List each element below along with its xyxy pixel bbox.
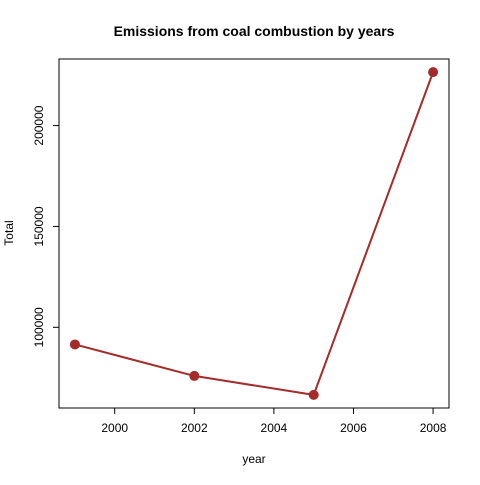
x-tick-label-2000: 2000 — [101, 421, 128, 435]
chart-title: Emissions from coal combustion by years — [114, 23, 395, 39]
data-point-2002 — [189, 370, 200, 381]
y-tick-label-200000: 200000 — [32, 105, 46, 145]
y-tick-label-100000: 100000 — [32, 307, 46, 347]
y-axis-label: Total — [2, 220, 16, 245]
series-line — [74, 71, 435, 397]
x-tick-label-2002: 2002 — [181, 421, 208, 435]
x-tick-label-2008: 2008 — [420, 421, 447, 435]
y-axis: 100000 150000 200000 — [32, 105, 59, 347]
series-line-group — [69, 67, 439, 400]
y-tick-label-150000: 150000 — [32, 206, 46, 246]
x-axis-label: year — [242, 452, 265, 466]
plot-frame — [58, 58, 450, 409]
x-axis: 2000 2002 2004 2006 2008 — [101, 408, 447, 435]
data-point-2005 — [308, 389, 319, 400]
data-point-2008 — [428, 67, 439, 78]
x-tick-label-2006: 2006 — [340, 421, 367, 435]
x-tick-label-2004: 2004 — [261, 421, 288, 435]
data-point-1999 — [69, 339, 80, 350]
